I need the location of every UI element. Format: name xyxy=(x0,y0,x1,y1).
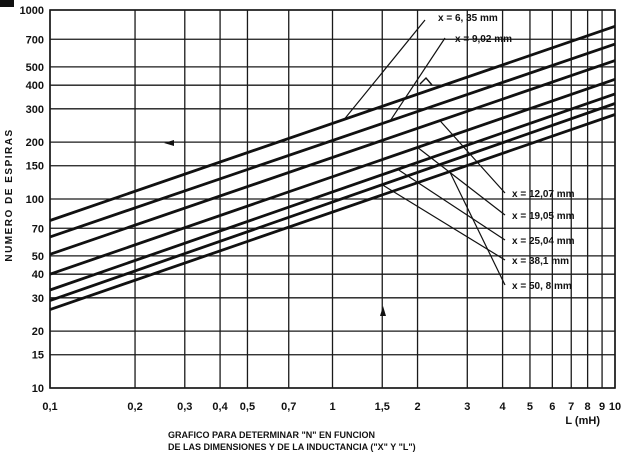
x-tick-label-14: 8 xyxy=(585,401,591,413)
y-tick-label-6: 70 xyxy=(32,223,44,235)
x-tick-label-11: 5 xyxy=(527,401,533,413)
x-tick-label-15: 9 xyxy=(599,401,605,413)
arrows xyxy=(164,76,433,316)
series-line-5 xyxy=(49,102,616,302)
series-label-3: x = 19,05 mm xyxy=(512,211,575,222)
series-label-5: x = 38,1 mm xyxy=(512,256,569,267)
y-gridlines xyxy=(50,9,615,389)
y-tick-label-1: 15 xyxy=(32,350,44,362)
arrow-left-icon xyxy=(164,140,174,146)
series-lines xyxy=(49,24,616,311)
x-tick-label-1: 0,2 xyxy=(127,401,142,413)
y-tick-label-7: 100 xyxy=(26,194,44,206)
series-label-leader-3 xyxy=(417,146,506,216)
series-label-leader-5 xyxy=(381,184,506,261)
y-tick-label-8: 150 xyxy=(26,161,44,173)
y-tick-label-13: 700 xyxy=(26,34,44,46)
series-label-6: x = 50, 8 mm xyxy=(512,281,572,292)
series-label-2: x = 12,07 mm xyxy=(512,189,575,200)
series-label-leader-1 xyxy=(389,37,446,122)
series-line-1 xyxy=(49,42,616,239)
x-tick-label-5: 0,7 xyxy=(281,401,296,413)
x-tick-label-10: 4 xyxy=(500,401,507,413)
y-axis-label: NUMERO DE ESPIRAS xyxy=(4,128,15,261)
y-tick-label-2: 20 xyxy=(32,326,44,338)
x-tick-label-3: 0,4 xyxy=(212,401,228,413)
x-tick-label-12: 6 xyxy=(549,401,555,413)
y-tick-label-14: 1000 xyxy=(20,5,44,17)
label-pointer-icon xyxy=(419,76,433,86)
series-labels: x = 6, 35 mm x = 9,02 mm x = 12,07 mm x = 1… xyxy=(438,13,575,292)
y-tick-labels: 10 15 20 30 40 50 70 100 150 200 300 400 500 700 1000 xyxy=(20,5,44,395)
y-tick-label-4: 40 xyxy=(32,269,44,281)
x-tick-label-8: 2 xyxy=(414,401,420,413)
y-tick-label-11: 400 xyxy=(26,80,44,92)
series-line-3 xyxy=(49,77,616,276)
y-tick-label-9: 200 xyxy=(26,137,44,149)
y-tick-label-3: 30 xyxy=(32,293,44,305)
series-line-6 xyxy=(49,113,616,311)
y-tick-label-5: 50 xyxy=(32,251,44,263)
series-label-leader-6 xyxy=(449,171,506,286)
caption-line-1: GRAFICO PARA DETERMINAR "N" EN FUNCION xyxy=(168,430,375,440)
x-axis-label: L (mH) xyxy=(565,415,600,427)
series-label-4: x = 25,04 mm xyxy=(512,236,575,247)
y-tick-label-0: 10 xyxy=(32,383,44,395)
series-line-2 xyxy=(49,59,616,256)
series-label-leader-0 xyxy=(343,19,426,120)
x-tick-label-0: 0,1 xyxy=(42,401,57,413)
x-tick-label-7: 1,5 xyxy=(375,401,390,413)
x-tick-label-4: 0,5 xyxy=(240,401,255,413)
x-tick-label-16: 10 xyxy=(609,401,621,413)
x-tick-labels: 0,1 0,2 0,3 0,4 0,5 0,7 1 1,5 2 3 4 5 6 7 8 9 10 xyxy=(42,401,621,413)
arrow-up-icon xyxy=(380,306,386,316)
x-tick-label-13: 7 xyxy=(568,401,574,413)
y-tick-label-10: 300 xyxy=(26,104,44,116)
x-tick-label-2: 0,3 xyxy=(177,401,192,413)
series-label-0: x = 6, 35 mm xyxy=(438,13,498,24)
x-tick-label-6: 1 xyxy=(329,401,335,413)
y-tick-label-12: 500 xyxy=(26,62,44,74)
label-leaders xyxy=(343,19,506,286)
series-label-leader-2 xyxy=(439,120,506,194)
corner-mark xyxy=(0,0,14,7)
caption-line-2: DE LAS DIMENSIONES Y DE LA INDUCTANCIA (… xyxy=(168,442,416,452)
series-line-4 xyxy=(49,92,616,292)
series-label-leader-4 xyxy=(397,168,506,241)
x-tick-label-9: 3 xyxy=(464,401,470,413)
series-label-1: x = 9,02 mm xyxy=(455,34,512,45)
series-line-0 xyxy=(49,24,616,222)
